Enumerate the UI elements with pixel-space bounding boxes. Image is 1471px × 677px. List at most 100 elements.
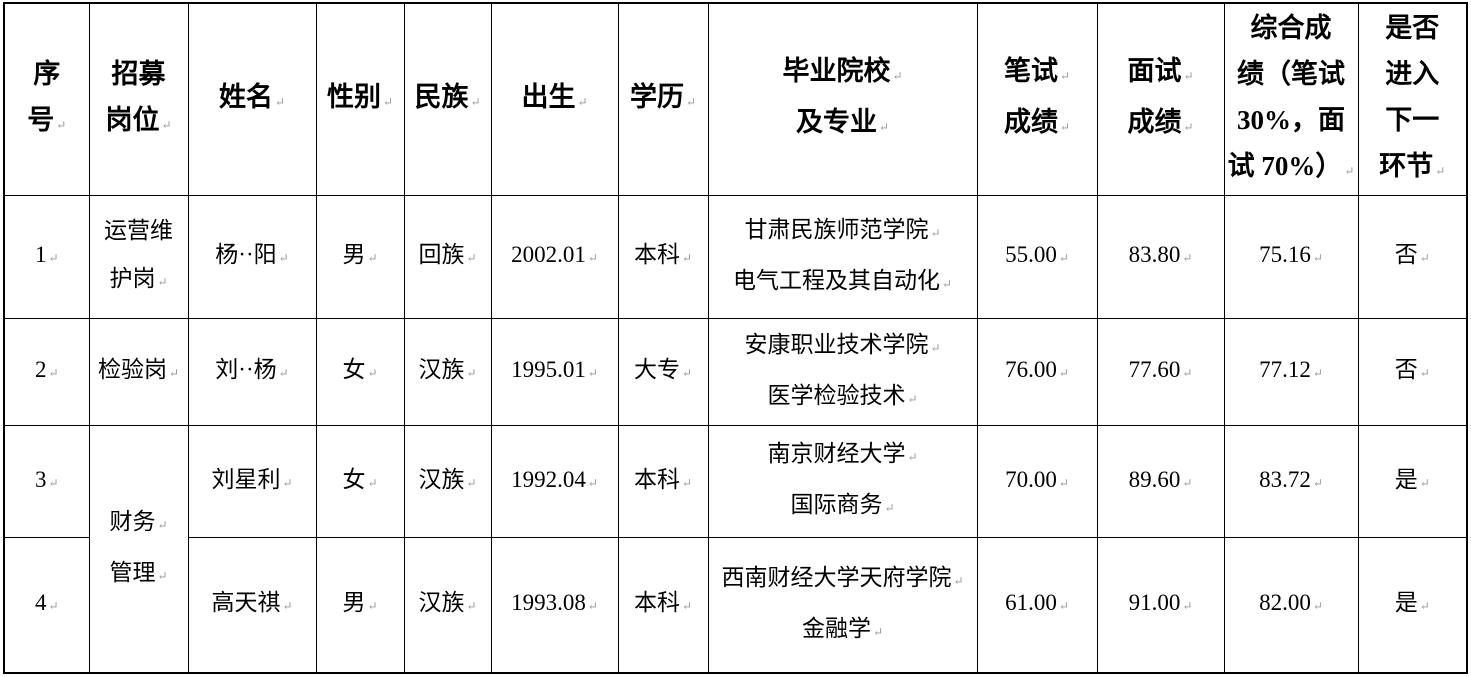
recruitment-results-table: 序号 ↵ 招募 岗位 ↵ 姓名 ↵ 性别 ↵ 民族 ↵ 出生 ↵ 学历 ↵ 毕业院校 ↵ 及专业 ↵ 笔试 ↵ 成绩 ↵ 面试… (3, 2, 1468, 674)
text-line: 回族 ↵ (405, 231, 490, 282)
text-line: 30%，面 (1225, 97, 1357, 143)
cell-overall: 82.00 ↵ (1223, 536, 1359, 674)
header-text: 进入 (1385, 58, 1440, 89)
paragraph-mark-icon: ↵ (367, 366, 378, 380)
paragraph-mark-icon: ↵ (161, 117, 172, 132)
text-line: 环节 ↵ (1359, 143, 1466, 194)
header-cell-position: 招募 岗位 ↵ (88, 2, 189, 196)
text-line: 杨··阳 ↵ (189, 231, 315, 282)
paragraph-mark-icon: ↵ (168, 366, 180, 380)
paragraph-mark-icon: ↵ (587, 366, 598, 380)
cell-interview: 89.60 ↵ (1096, 424, 1225, 538)
text-line: 西南财经大学天府学院 ↵ (709, 554, 976, 605)
cell-text: 否 (1394, 357, 1418, 382)
paragraph-mark-icon: ↵ (1059, 69, 1071, 84)
cell-text: 西南财经大学天府学院 (721, 564, 952, 590)
cell-school: 甘肃民族师范学院 ↵ 电气工程及其自动化 ↵ (707, 194, 978, 319)
text-line: 金融学 ↵ (709, 605, 976, 656)
cell-written: 70.00 ↵ (976, 424, 1098, 538)
cell-text: 3 (34, 466, 47, 492)
paragraph-mark-icon: ↵ (466, 475, 477, 490)
text-line: 学历 ↵ (619, 74, 707, 125)
cell-index: 2 ↵ (3, 317, 90, 426)
text-line: 76.00 ↵ (978, 346, 1096, 397)
text-line: 绩（笔试 (1225, 51, 1357, 97)
paragraph-mark-icon: ↵ (274, 94, 286, 109)
paragraph-mark-icon: ↵ (466, 599, 477, 614)
cell-overall: 77.12 ↵ (1223, 317, 1359, 426)
paragraph-mark-icon: ↵ (470, 94, 481, 109)
text-line: 刘··杨 ↵ (189, 346, 315, 397)
header-text: 出生 (521, 81, 576, 112)
table-row: 4 ↵ 高天祺 ↵ 男 ↵ 汉族 ↵ 1993.08 ↵ 本科 ↵ 西南财经大学天府学院 ↵ 金融学 ↵ 61.… (3, 536, 1468, 674)
cell-text: 77.60 (1128, 357, 1181, 382)
cell-text: 汉族 (418, 357, 465, 382)
paragraph-mark-icon: ↵ (466, 366, 477, 380)
text-line: 大专 ↵ (619, 346, 707, 397)
header-text: 招募 (111, 58, 166, 89)
cell-gender: 女 ↵ (315, 317, 405, 426)
cell-text: 55.00 (1005, 242, 1057, 267)
cell-text: 男 (342, 590, 366, 616)
cell-text: 回族 (418, 242, 465, 267)
text-line: 75.16 ↵ (1225, 231, 1357, 282)
table-row: 3 ↵ 财务 ↵ 管理 ↵ 刘星利 ↵ 女 ↵ 汉族 ↵ 1992.04 ↵ 本科 ↵ 南京财经大学 ↵ 国际商务 ↵… (3, 424, 1468, 674)
cell-gender: 男 ↵ (315, 194, 405, 319)
text-line: 本科 ↵ (619, 579, 707, 630)
text-line: 77.12 ↵ (1225, 346, 1357, 397)
text-line: 1 ↵ (5, 231, 88, 282)
text-line: 否 ↵ (1359, 231, 1466, 282)
text-line: 出生 ↵ (492, 74, 617, 125)
cell-text: 汉族 (418, 590, 465, 616)
header-cell-education: 学历 ↵ (617, 2, 709, 196)
cell-text: 1 (34, 242, 47, 267)
paragraph-mark-icon: ↵ (1182, 251, 1193, 265)
header-text: 号 (27, 104, 55, 135)
text-line: 成绩 ↵ (978, 99, 1096, 150)
cell-birth: 1995.01 ↵ (490, 317, 619, 426)
text-line: 是 ↵ (1359, 579, 1466, 630)
table-row: 2 ↵ 检验岗 ↵ 刘··杨 ↵ 女 ↵ 汉族 ↵ 1995.01 ↵ 大专 ↵ 安康职业技术学院 ↵ 医学检验… (3, 317, 1468, 426)
cell-text: 管理 (109, 559, 156, 585)
cell-ethnicity: 回族 ↵ (403, 194, 492, 319)
paragraph-mark-icon: ↵ (892, 69, 903, 84)
cell-text: 91.00 (1128, 590, 1181, 616)
text-line: 序 (5, 51, 88, 97)
cell-text: 75.16 (1259, 242, 1311, 267)
cell-text: 杨··阳 (215, 242, 277, 267)
cell-next: 否 ↵ (1357, 194, 1468, 319)
paragraph-mark-icon: ↵ (1183, 69, 1194, 84)
paragraph-mark-icon: ↵ (681, 475, 693, 490)
paragraph-mark-icon: ↵ (48, 599, 59, 614)
paragraph-mark-icon: ↵ (278, 251, 289, 265)
text-line: 民族 ↵ (405, 74, 490, 125)
text-line: 姓名 ↵ (189, 74, 315, 125)
paragraph-mark-icon: ↵ (282, 599, 293, 614)
cell-text: 4 (34, 590, 47, 616)
text-line: 1995.01 ↵ (492, 346, 617, 397)
cell-text: 刘··杨 (215, 357, 277, 382)
cell-text: 77.12 (1259, 357, 1311, 382)
header-text: 成绩 (1003, 107, 1058, 138)
cell-text: 医学检验技术 (767, 382, 906, 408)
cell-position: 财务 ↵ 管理 ↵ (88, 424, 189, 674)
text-line: 下一 (1359, 97, 1466, 143)
header-cell-written: 笔试 ↵ 成绩 ↵ (976, 2, 1098, 196)
text-line: 1992.04 ↵ (492, 456, 617, 507)
paragraph-mark-icon: ↵ (157, 517, 168, 532)
text-line: 本科 ↵ (619, 231, 707, 282)
text-line: 汉族 ↵ (405, 346, 490, 397)
text-line: 检验岗 ↵ (90, 346, 187, 397)
text-line: 77.60 ↵ (1098, 346, 1223, 397)
cell-text: 否 (1394, 242, 1418, 267)
text-line: 是 ↵ (1359, 456, 1466, 507)
cell-text: 是 (1394, 466, 1418, 492)
text-line: 电气工程及其自动化 ↵ (709, 257, 976, 308)
text-line: 性别 ↵ (317, 74, 403, 125)
cell-written: 55.00 ↵ (976, 194, 1098, 319)
paragraph-mark-icon: ↵ (577, 94, 588, 109)
text-line: 试 70%） ↵ (1225, 143, 1357, 194)
header-text: 试 70%） (1227, 150, 1343, 181)
cell-name: 杨··阳 ↵ (187, 194, 317, 319)
